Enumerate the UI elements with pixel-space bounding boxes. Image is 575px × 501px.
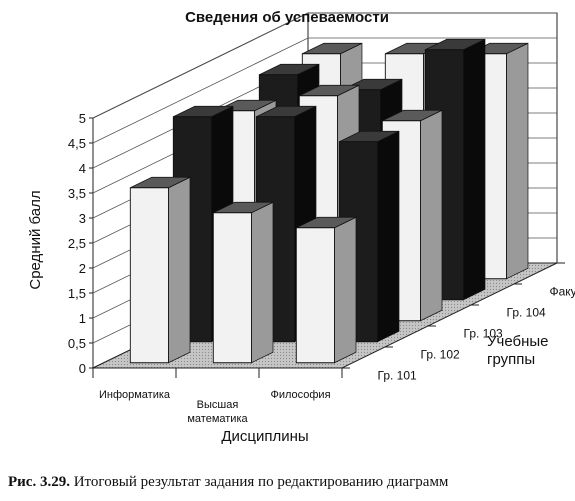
z-tick-label: Факультет bbox=[550, 285, 575, 299]
z-tick-label: Гр. 103 bbox=[464, 327, 504, 341]
bar bbox=[212, 201, 274, 364]
z-tick-label: Гр. 101 bbox=[378, 369, 418, 383]
bar bbox=[295, 216, 357, 364]
z-tick-label: Гр. 104 bbox=[507, 306, 547, 320]
y-tick-label: 3,5 bbox=[68, 186, 86, 201]
y-axis: 0 0,5 1 1,5 2 2,5 3 3,5 4 4,5 5 bbox=[68, 111, 93, 376]
bar-side bbox=[506, 42, 529, 280]
y-tick-label: 4,5 bbox=[68, 136, 86, 151]
y-tick-label: 0 bbox=[79, 361, 86, 376]
y-tick-label: 2 bbox=[79, 261, 86, 276]
bar-side bbox=[377, 130, 400, 343]
x-tick-label: Философия bbox=[270, 389, 330, 401]
figure-caption: Рис. 3.29. Итоговый результат задания по… bbox=[8, 474, 568, 491]
y-tick-label: 0,5 bbox=[68, 336, 86, 351]
z-tick-label: Гр. 102 bbox=[421, 348, 461, 362]
gridline bbox=[92, 37, 557, 144]
y-axis-title: Средний балл bbox=[27, 190, 44, 289]
y-tick-label: 1,5 bbox=[68, 286, 86, 301]
y-tick-label: 5 bbox=[79, 111, 86, 126]
x-axis-title: Дисциплины bbox=[221, 428, 308, 445]
gridline bbox=[92, 12, 557, 119]
bar-side bbox=[168, 176, 191, 364]
bar-side bbox=[420, 109, 443, 322]
figure-caption-text: Итоговый результат задания по редактиров… bbox=[73, 474, 449, 490]
y-tick-label: 4 bbox=[79, 161, 86, 176]
y-tick-label: 2,5 bbox=[68, 236, 86, 251]
chart: 0 0,5 1 1,5 2 2,5 3 3,5 4 4,5 5 Информатика Высшая ма… bbox=[27, 9, 575, 445]
x-tick-label: Информатика bbox=[99, 389, 171, 401]
bars bbox=[129, 38, 529, 364]
bar-front bbox=[295, 227, 335, 364]
z-axis-title: Учебные bbox=[487, 333, 549, 350]
figure-caption-lead: Рис. 3.29. bbox=[8, 474, 70, 490]
x-tick-label: Высшая bbox=[197, 399, 239, 411]
bar-side bbox=[334, 216, 357, 364]
bar-side bbox=[251, 201, 274, 364]
x-tick-label: математика bbox=[187, 413, 248, 425]
bar-front bbox=[212, 212, 252, 364]
y-tick-label: 3 bbox=[79, 211, 86, 226]
x-axis: Информатика Высшая математика Философия bbox=[92, 368, 343, 425]
chart-title: Сведения об успеваемости bbox=[185, 9, 389, 26]
bar-front bbox=[129, 187, 169, 364]
bar-side bbox=[463, 38, 486, 301]
z-axis-title: группы bbox=[487, 351, 535, 368]
y-tick-label: 1 bbox=[79, 311, 86, 326]
bar bbox=[129, 176, 191, 364]
